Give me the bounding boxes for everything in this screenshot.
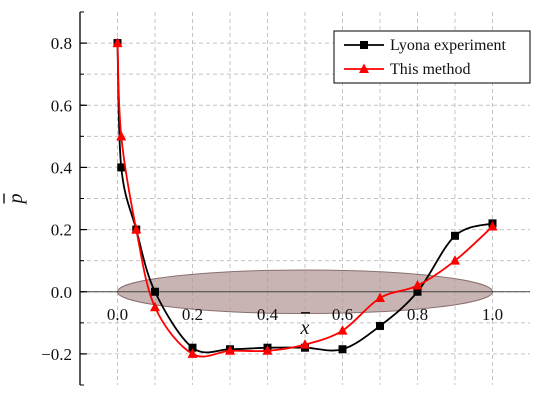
data-point-triangle — [116, 130, 127, 141]
data-point-triangle — [187, 348, 198, 358]
series-2 — [112, 37, 498, 358]
axes: −0.2 0.0 0.2 0.4 0.6 0.8 0.0 0.2 0.4 0.6 0.8 1.0 — [41, 11, 503, 386]
legend: Lyona experiment This method — [333, 30, 531, 84]
data-point-triangle — [300, 339, 310, 349]
data-point-triangle — [487, 220, 498, 231]
data-point-triangle — [262, 345, 273, 355]
data-point-triangle — [412, 280, 423, 290]
y-tick-label: 0.6 — [51, 96, 72, 115]
data-point-square — [413, 287, 422, 296]
data-point-triangle — [112, 37, 123, 48]
y-tick-label: −0.2 — [41, 345, 72, 364]
y-tick-label: 0.2 — [51, 221, 72, 240]
legend-label: This method — [390, 61, 470, 78]
data-point-triangle — [450, 255, 460, 265]
data-point-square — [376, 321, 384, 330]
legend-marker-triangle — [359, 63, 369, 73]
x-tick-label: 0.4 — [257, 305, 279, 324]
y-tick-label: 0.8 — [51, 34, 72, 53]
x-tick-label: 1.0 — [482, 305, 503, 324]
data-point-square — [451, 231, 459, 240]
data-point-triangle — [131, 224, 142, 234]
x-axis-label: x — [300, 317, 310, 339]
x-tick-label: 0.6 — [332, 305, 353, 324]
y-tick-label: 0.4 — [51, 158, 73, 177]
legend-marker-square — [360, 41, 368, 49]
data-point-square — [151, 287, 159, 296]
x-tick-label: 0.0 — [107, 305, 128, 324]
data-point-square — [188, 343, 197, 352]
x-tick-label: 0.2 — [182, 305, 203, 324]
legend-label: Lyona experiment — [390, 37, 507, 54]
data-point-square — [117, 163, 126, 172]
y-tick-label: 0.0 — [51, 283, 72, 302]
data-point-triangle — [150, 301, 160, 312]
x-tick-label: 0.8 — [407, 305, 428, 324]
y-axis-label: p — [5, 194, 27, 206]
legend-box — [333, 30, 531, 84]
data-point-triangle — [375, 292, 385, 302]
data-point-triangle — [225, 345, 235, 355]
series-layer — [112, 37, 498, 358]
data-point-triangle — [337, 325, 348, 335]
data-point-square — [338, 345, 347, 354]
